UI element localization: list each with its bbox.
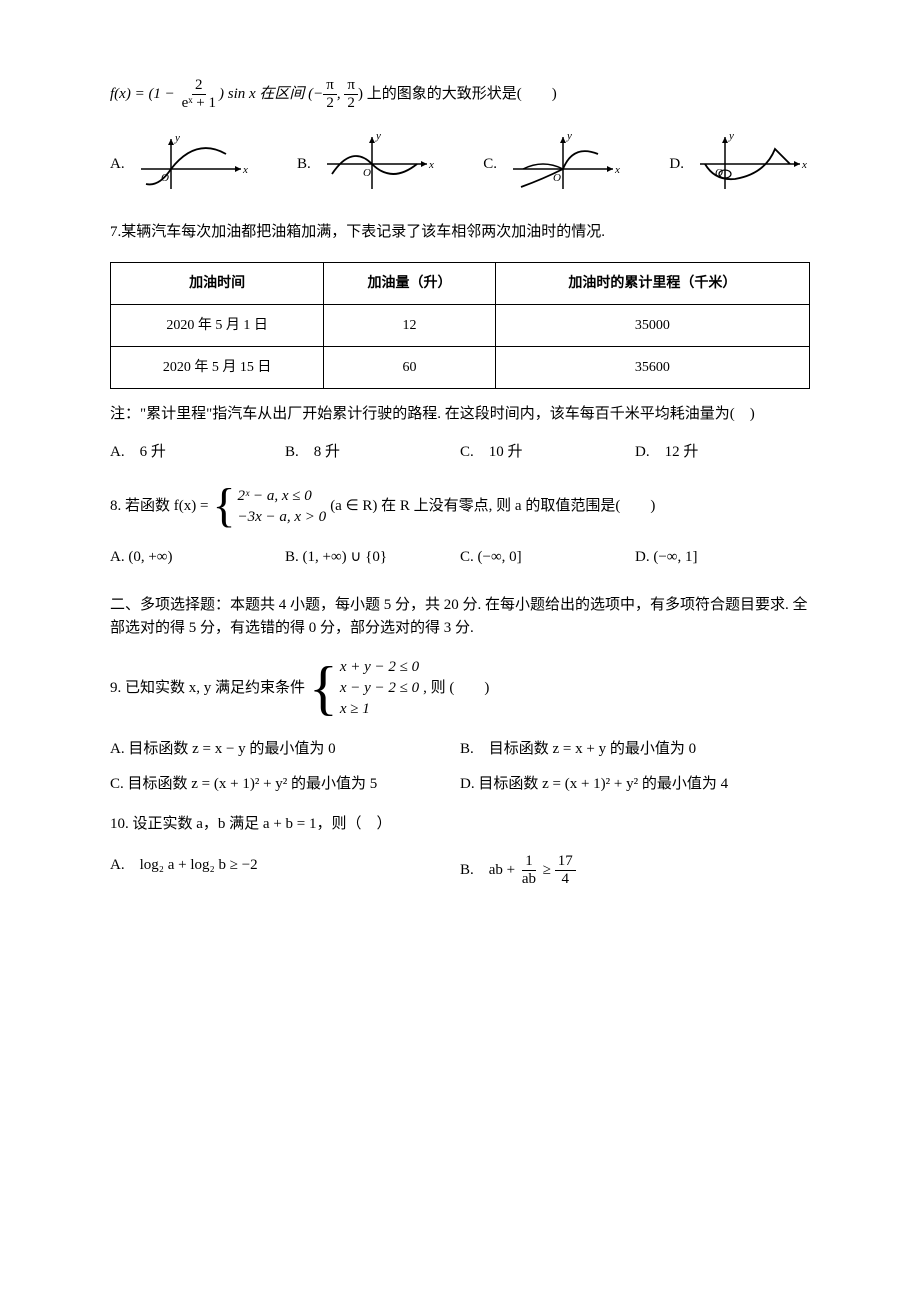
q9-opt-d[interactable]: D. 目标函数 z = (x + 1)² + y² 的最小值为 4 [460,773,810,796]
brace-icon: { [212,486,235,527]
q8-options: A. (0, +∞) B. (1, +∞) ∪ {0} C. (−∞, 0] D… [110,546,810,569]
q9-opt-a[interactable]: A. 目标函数 z = x − y 的最小值为 0 [110,738,460,761]
q6-mid: ) sin x 在区间 (− [219,86,323,102]
q6-graph-d: x y O [690,129,810,199]
q8-opt-b[interactable]: B. (1, +∞) ∪ {0} [285,546,460,569]
q6-options: A. x y O B. x y O C. [110,129,810,199]
cell: 2020 年 5 月 1 日 [111,304,324,346]
q6-opt-b[interactable]: B. x y O [297,129,437,199]
q6-math-prefix: f(x) = (1 − [110,86,179,102]
q9-c2: x − y − 2 ≤ 0 [340,678,419,699]
cell: 2020 年 5 月 15 日 [111,346,324,388]
q10-options: A. log₂ a + log₂ b ≥ −2 B. ab + 1ab ≥ 17… [110,854,810,887]
q8-opt-d[interactable]: D. (−∞, 1] [635,546,810,569]
q7-table: 加油时间 加油量（升） 加油时的累计里程（千米） 2020 年 5 月 1 日 … [110,262,810,389]
q6-suffix: ) 上的图象的大致形状是( ) [358,86,557,102]
q9-options-row2: C. 目标函数 z = (x + 1)² + y² 的最小值为 5 D. 目标函… [110,773,810,796]
q7-options: A. 6 升 B. 8 升 C. 10 升 D. 12 升 [110,441,810,464]
q6-opt-c-label: C. [483,153,497,176]
q8-opt-c[interactable]: C. (−∞, 0] [460,546,635,569]
q8-piece1: 2ˣ − a, x ≤ 0 [238,486,327,507]
col-time: 加油时间 [111,262,324,304]
q8-stem: 8. 若函数 f(x) = { 2ˣ − a, x ≤ 0 −3x − a, x… [110,486,810,528]
q7-opt-c[interactable]: C. 10 升 [460,441,635,464]
q7-note: 注："累计里程"指汽车从出厂开始累计行驶的路程. 在这段时间内，该车每百千米平均… [110,403,810,426]
svg-text:x: x [614,164,620,176]
q9-options-row1: A. 目标函数 z = x − y 的最小值为 0 B. 目标函数 z = x … [110,738,810,761]
brace-icon: { [309,663,338,714]
q10-opt-b[interactable]: B. ab + 1ab ≥ 174 [460,854,810,887]
svg-text:y: y [375,130,381,142]
q9-opt-c[interactable]: C. 目标函数 z = (x + 1)² + y² 的最小值为 5 [110,773,460,796]
q7-stem: 7.某辆汽车每次加油都把油箱加满，下表记录了该车相邻两次加油时的情况. [110,221,810,244]
cell: 35000 [495,304,809,346]
svg-text:y: y [728,130,734,142]
q9-c1: x + y − 2 ≤ 0 [340,657,419,678]
q7-opt-a[interactable]: A. 6 升 [110,441,285,464]
q10-b-mid: ≥ [539,861,555,877]
cell: 35600 [495,346,809,388]
q6-opt-c[interactable]: C. x y O [483,129,623,199]
q9-stem: 9. 已知实数 x, y 满足约束条件 { x + y − 2 ≤ 0 x − … [110,657,810,720]
col-mileage: 加油时的累计里程（千米） [495,262,809,304]
q6-mid2: , [337,86,345,102]
q9-c3: x ≥ 1 [340,699,419,720]
q6-frac1: 2eˣ + 1 [179,78,219,111]
q7-opt-b[interactable]: B. 8 升 [285,441,460,464]
q10-b-frac2: 174 [555,854,576,887]
q6-opt-a-label: A. [110,153,125,176]
q7-opt-d[interactable]: D. 12 升 [635,441,810,464]
q8-opt-a[interactable]: A. (0, +∞) [110,546,285,569]
q6-opt-d[interactable]: D. x y O [669,129,810,199]
q9-constraints: { x + y − 2 ≤ 0 x − y − 2 ≤ 0 x ≥ 1 [309,657,419,720]
table-row: 2020 年 5 月 1 日 12 35000 [111,304,810,346]
table-row: 2020 年 5 月 15 日 60 35600 [111,346,810,388]
svg-text:x: x [428,159,434,171]
q6-frac3: π2 [344,78,358,111]
section2-header: 二、多项选择题：本题共 4 小题，每小题 5 分，共 20 分. 在每小题给出的… [110,594,810,639]
q6-frac2: π2 [323,78,337,111]
svg-text:y: y [566,130,572,142]
cell: 12 [324,304,496,346]
q6-opt-a[interactable]: A. x y O [110,129,251,199]
svg-text:x: x [801,159,807,171]
table-header-row: 加油时间 加油量（升） 加油时的累计里程（千米） [111,262,810,304]
q6-graph-b: x y O [317,129,437,199]
q10-b-prefix: B. ab + [460,861,519,877]
q9-opt-b[interactable]: B. 目标函数 z = x + y 的最小值为 0 [460,738,810,761]
q6-opt-b-label: B. [297,153,311,176]
q6-opt-d-label: D. [669,153,684,176]
q8-piece2: −3x − a, x > 0 [238,507,327,528]
q10-stem: 10. 设正实数 a，b 满足 a + b = 1，则（ ） [110,813,810,836]
svg-text:O: O [363,167,371,179]
q10-b-frac1: 1ab [519,854,539,887]
col-amount: 加油量（升） [324,262,496,304]
q6-graph-c: x y O [503,129,623,199]
q10-opt-a[interactable]: A. log₂ a + log₂ b ≥ −2 [110,854,460,887]
q8-piecewise: { 2ˣ − a, x ≤ 0 −3x − a, x > 0 [212,486,326,528]
q6-stem: f(x) = (1 − 2eˣ + 1) sin x 在区间 (−π2, π2)… [110,78,810,111]
svg-text:y: y [174,132,180,144]
q6-graph-a: x y O [131,129,251,199]
q8-prefix: 8. 若函数 f(x) = [110,495,208,518]
q9-suffix: , 则 ( ) [423,677,489,700]
q8-suffix: (a ∈ R) 在 R 上没有零点, 则 a 的取值范围是( ) [330,495,655,518]
cell: 60 [324,346,496,388]
svg-text:x: x [242,164,248,176]
q9-prefix: 9. 已知实数 x, y 满足约束条件 [110,677,305,700]
